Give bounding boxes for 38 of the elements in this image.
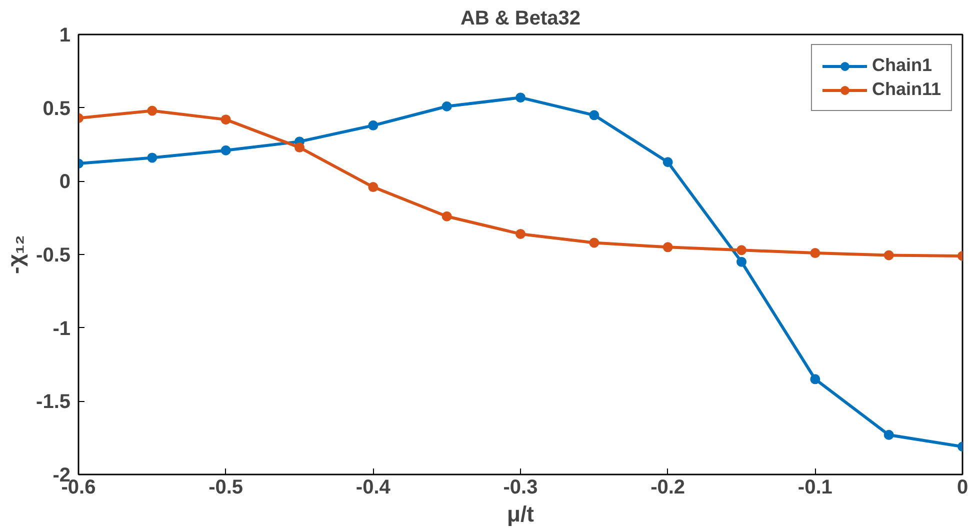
x-tick-label: -0.3	[503, 476, 538, 498]
x-tick-label: -0.5	[208, 476, 244, 498]
point	[442, 211, 452, 222]
x-axis-title: μ/t	[507, 502, 535, 526]
y-tick-label: 0	[59, 171, 70, 194]
y-tick-label: -1	[52, 318, 71, 340]
x-tick-label: 0	[956, 476, 968, 498]
point	[220, 114, 231, 125]
point	[589, 238, 600, 248]
point	[516, 92, 526, 103]
point	[147, 152, 158, 163]
y-tick-label: 1	[59, 24, 70, 46]
point	[884, 430, 894, 440]
x-tick-label: -0.1	[798, 476, 832, 498]
legend-label: Chain11	[872, 79, 941, 100]
x-tick-label: -0.4	[356, 476, 392, 498]
point	[662, 157, 673, 168]
point	[884, 250, 894, 260]
point	[810, 374, 820, 384]
point	[368, 182, 378, 192]
point	[589, 110, 600, 120]
x-tick-label: -0.2	[650, 476, 686, 498]
point	[220, 145, 231, 156]
point	[147, 106, 158, 116]
point	[516, 228, 526, 239]
y-tick-label: -1.5	[36, 391, 71, 414]
point	[662, 242, 673, 252]
point	[368, 120, 378, 130]
point	[810, 248, 820, 258]
point	[442, 101, 452, 112]
y-axis-title: -χ₁₂	[3, 235, 28, 274]
point	[736, 256, 746, 267]
legend-label: Chain1	[872, 55, 932, 76]
point	[294, 142, 304, 152]
y-tick-label: -0.5	[36, 244, 71, 266]
y-tick-label: 0.5	[42, 98, 71, 120]
point	[736, 245, 746, 256]
chart-title: AB & Beta32	[460, 8, 581, 30]
